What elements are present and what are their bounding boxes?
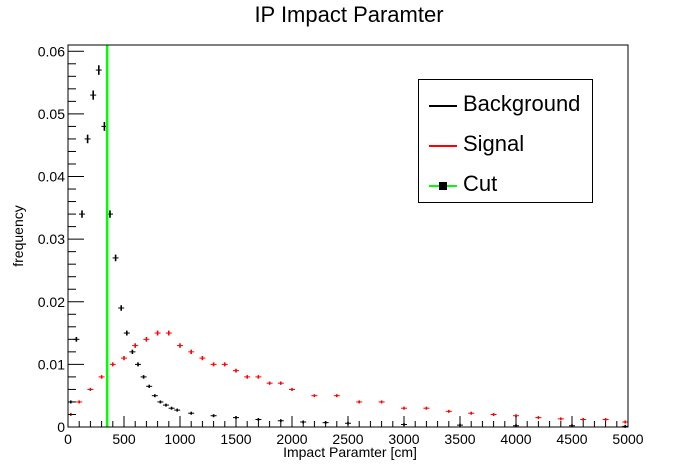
y-tick-label: 0.04 bbox=[38, 169, 65, 185]
x-axis-label: Impact Paramter [cm] bbox=[283, 444, 417, 460]
legend-swatch-background bbox=[429, 105, 457, 107]
series-signal bbox=[67, 330, 629, 424]
legend-label-background: Background bbox=[463, 91, 581, 116]
x-tick-label: 3000 bbox=[388, 431, 419, 447]
y-axis-label: frequency bbox=[10, 205, 26, 267]
y-tick-label: 0.03 bbox=[38, 231, 65, 247]
chart-marks bbox=[67, 45, 629, 428]
legend-item-signal: Signal bbox=[427, 125, 592, 165]
legend-marker-cut bbox=[439, 182, 447, 190]
x-tick-label: 1000 bbox=[164, 431, 195, 447]
x-tick-label: 0 bbox=[64, 431, 72, 447]
y-tick-label: 0.02 bbox=[38, 294, 65, 310]
legend-item-cut: Cut bbox=[427, 165, 592, 205]
x-tick-label: 4000 bbox=[500, 431, 531, 447]
x-tick-label: 2000 bbox=[276, 431, 307, 447]
legend-label-signal: Signal bbox=[463, 131, 525, 156]
tick-labels: 0 500 1000 1500 2000 2500 3000 3500 4000 4500 5000… bbox=[38, 43, 644, 447]
legend-item-background: Background bbox=[427, 85, 592, 125]
legend-label-cut: Cut bbox=[463, 171, 498, 196]
x-tick-label: 500 bbox=[112, 431, 136, 447]
x-tick-label: 4500 bbox=[556, 431, 587, 447]
y-tick-label: 0.06 bbox=[38, 43, 65, 59]
y-tick-label: 0.05 bbox=[38, 106, 65, 122]
x-tick-label: 2500 bbox=[332, 431, 363, 447]
x-tick-label: 3500 bbox=[444, 431, 475, 447]
y-tick-label: 0 bbox=[57, 419, 65, 435]
chart-axes bbox=[67, 44, 629, 428]
x-tick-label: 1500 bbox=[220, 431, 251, 447]
x-tick-label: 5000 bbox=[612, 431, 643, 447]
chart-title: IP Impact Paramter bbox=[254, 2, 444, 27]
y-tick-label: 0.01 bbox=[38, 356, 65, 372]
legend-swatch-signal bbox=[429, 145, 457, 147]
legend: Background Signal Cut bbox=[418, 79, 593, 203]
series-background bbox=[67, 65, 629, 428]
